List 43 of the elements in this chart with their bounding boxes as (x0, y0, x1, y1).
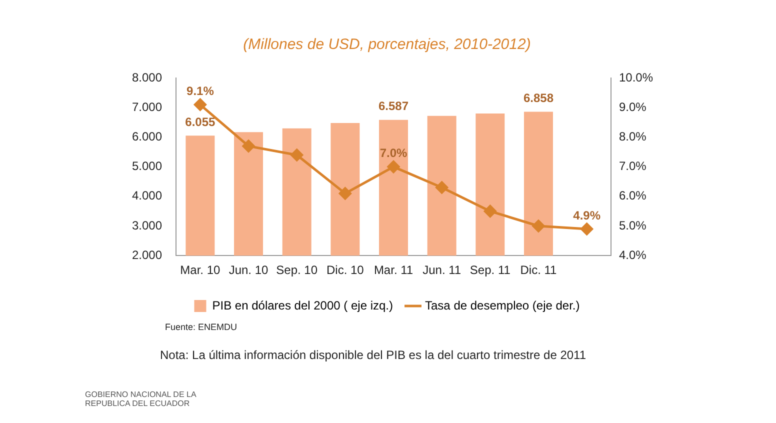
point (290, 148, 304, 162)
y-tick-label: 8.000 (132, 70, 162, 84)
point (242, 140, 255, 152)
x-tick-label: Dic. 10 (326, 263, 364, 278)
data-label: 6.858 (523, 91, 554, 106)
y-tick-label: 2.000 (132, 248, 162, 262)
y-tick-label: 4.000 (132, 188, 162, 203)
data-label: 9.1% (186, 84, 214, 98)
legend-label: Tasa de desempleo (eje der.) (425, 298, 580, 312)
y2-tick-label: 4.0% (618, 248, 647, 262)
point (338, 187, 352, 200)
x-tick-label: Dic. 11 (520, 263, 558, 278)
x-tick-label: Jun. 10 (228, 263, 269, 278)
point (194, 98, 206, 111)
point (436, 181, 448, 194)
point (484, 204, 496, 218)
x-tick-label: Jun. 11 (422, 263, 462, 278)
point (387, 160, 400, 174)
y2-tick-label: 10.0% (618, 70, 654, 84)
y-tick-label: 5.000 (132, 159, 162, 174)
y2-tick-label: 6.0% (618, 188, 647, 203)
x-tick-label: Sep. 11 (470, 263, 511, 278)
x-tick-label: Mar. 10 (180, 263, 221, 278)
y2-tick-label: 8.0% (618, 130, 647, 144)
y-tick-label: 3.000 (132, 218, 162, 232)
data-label: 6.055 (185, 114, 216, 129)
point (580, 222, 594, 236)
data-label: 7.0% (380, 146, 408, 160)
source-note: Fuente: ENEMDU (165, 322, 238, 332)
y-tick-label: 7.000 (132, 100, 162, 114)
chart-title: (Millones de USD, porcentajes, 2010-2012) (243, 36, 531, 54)
text: Nota: La última información disponible del PIB es la del cuarto trimestre de 2011 (160, 348, 586, 362)
point (532, 220, 545, 232)
data-label: 6.587 (378, 99, 409, 114)
y2-tick-label: 9.0% (618, 100, 647, 114)
x-tick-label: Sep. 10 (276, 263, 318, 278)
y2-tick-label: 5.0% (618, 218, 647, 232)
y-tick-label: 6.000 (132, 130, 162, 144)
text: GOBIERNO NACIONAL DE LA REPUBLICA DEL ECUADOR (85, 390, 198, 408)
data-label: 4.9% (573, 208, 601, 222)
y2-tick-label: 7.0% (618, 159, 647, 174)
legend-label: PIB en dólares del 2000 ( eje izq.) (212, 298, 394, 312)
x-tick-label: Mar. 11 (374, 263, 414, 278)
